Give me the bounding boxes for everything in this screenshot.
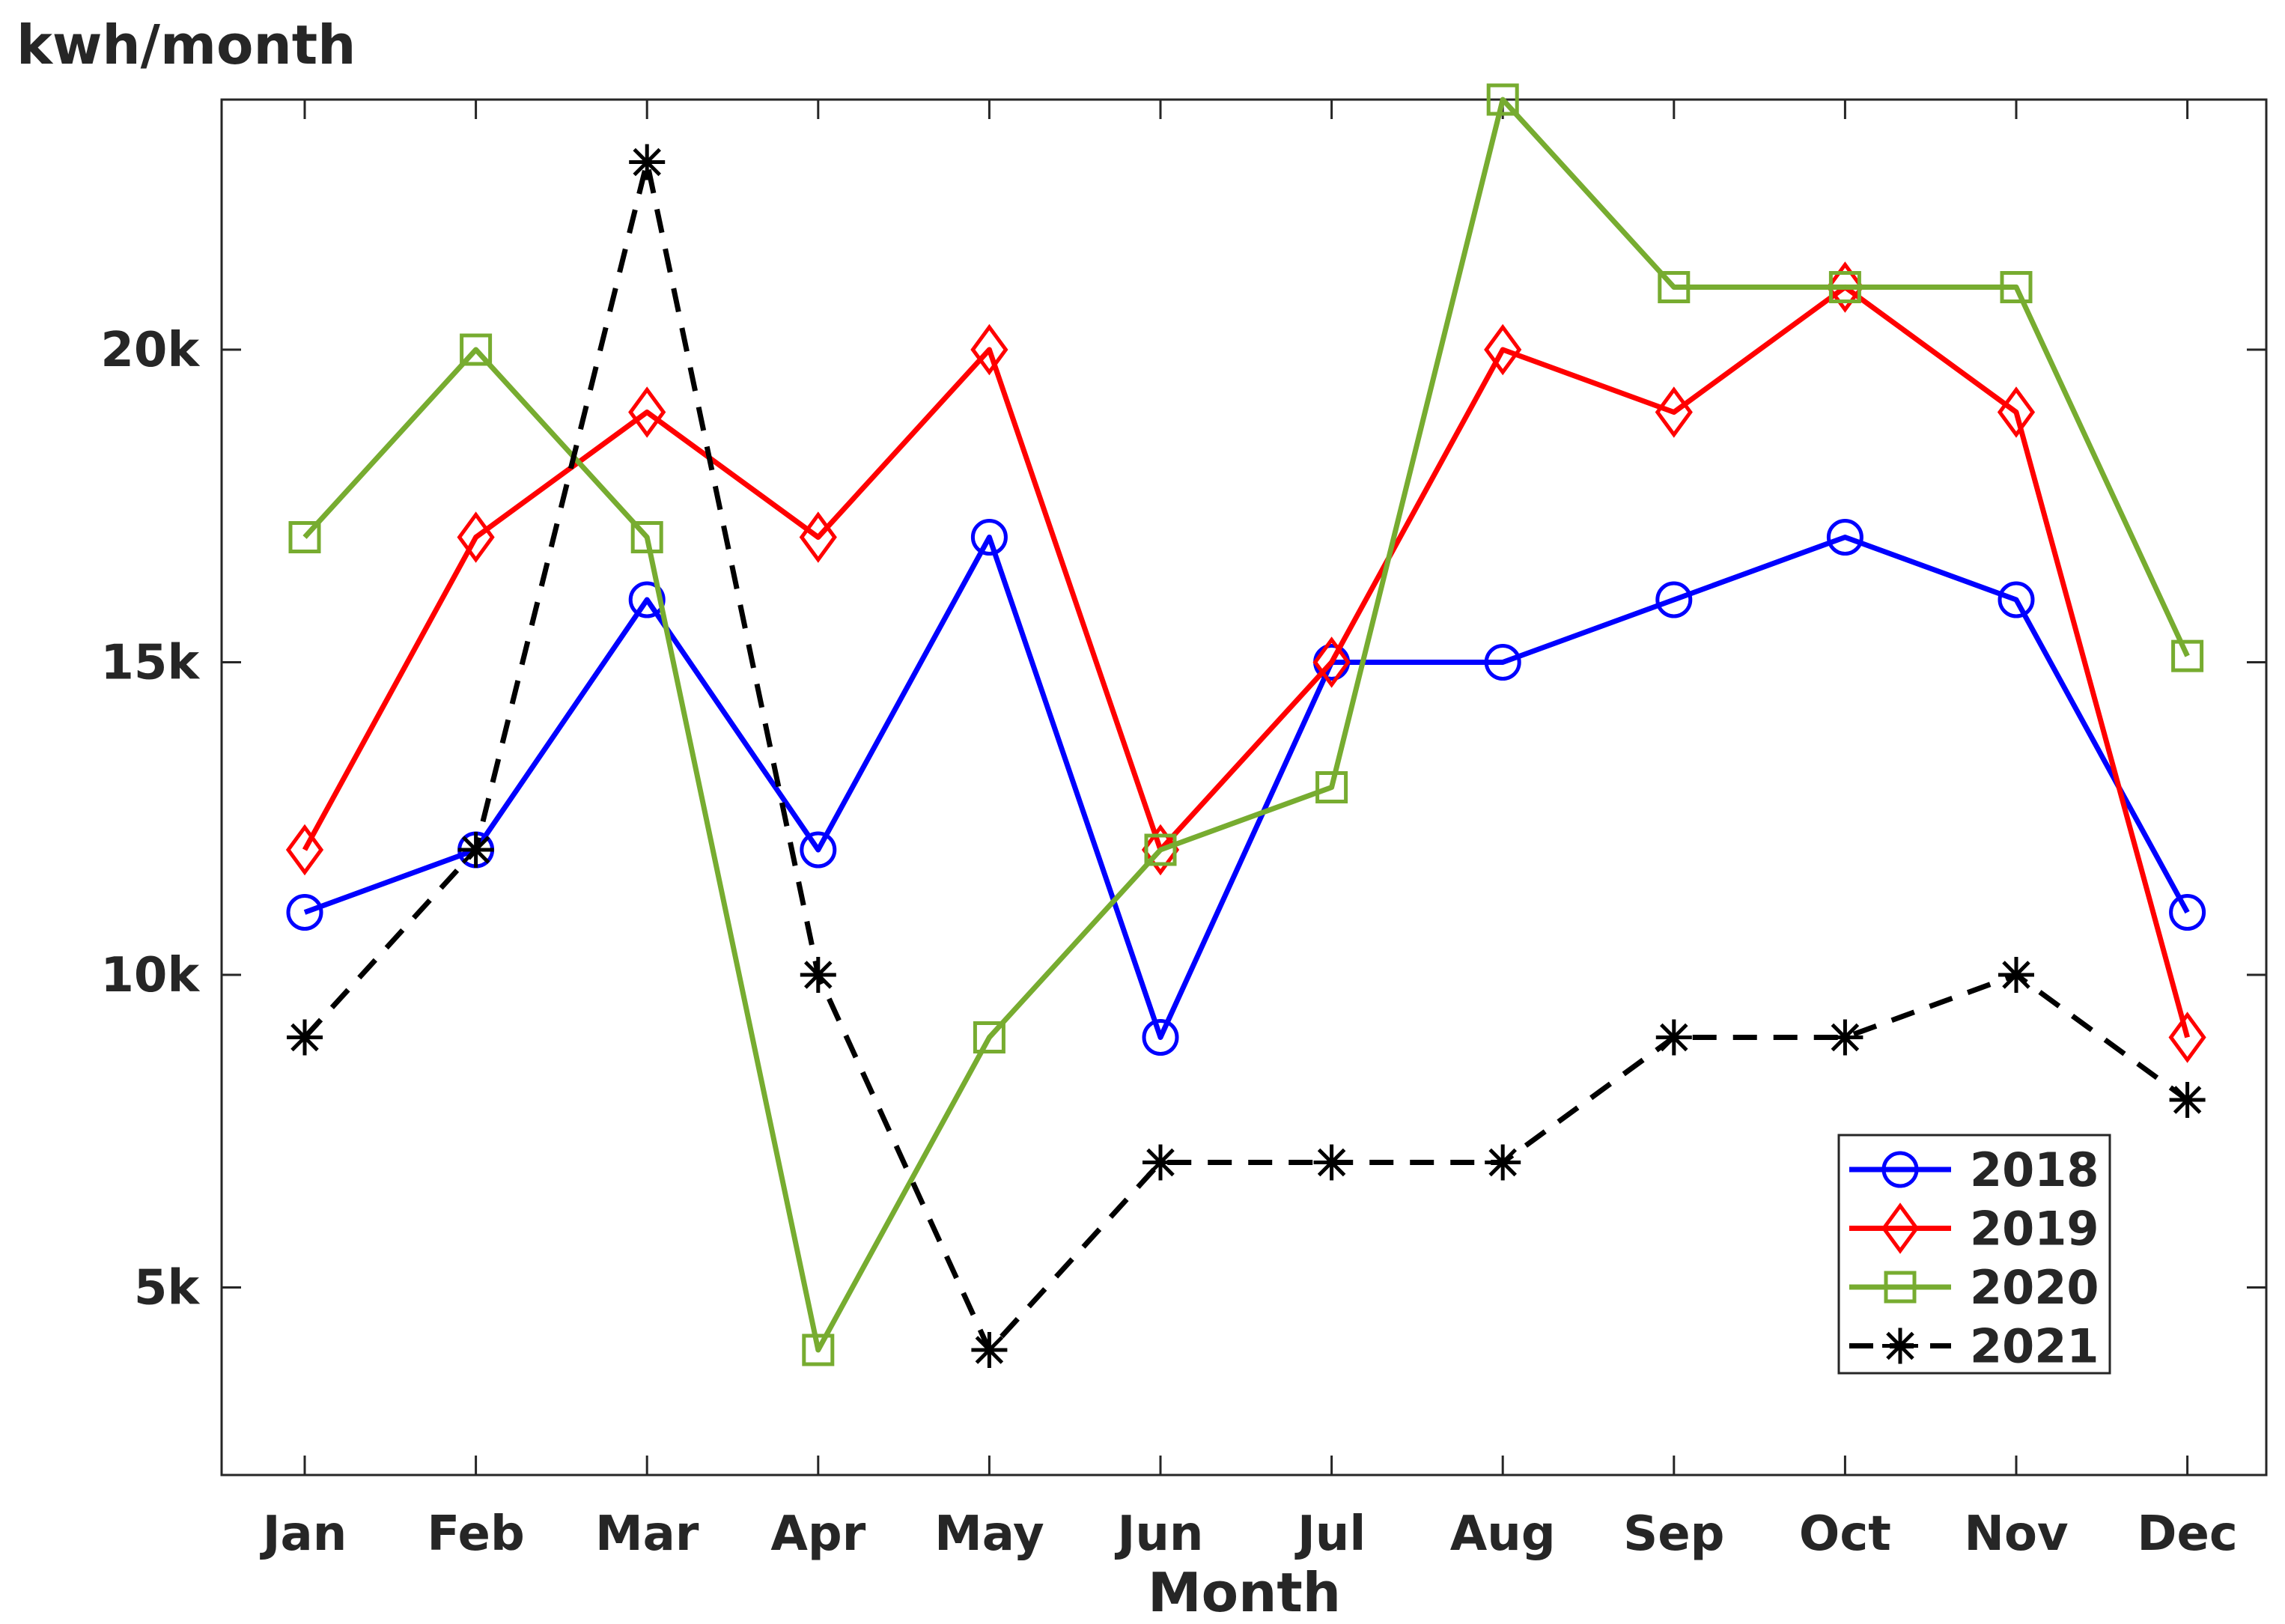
point-2019-nov [1997,386,2036,438]
x-tick-label-apr: Apr [770,1506,865,1562]
point-2019-dec [2168,1012,2206,1063]
point-2019-sep [1655,386,1693,438]
point-2020-sep [1658,271,1691,303]
point-2020-jul [1315,771,1348,803]
legend-marker-2021 [1882,1328,1918,1364]
point-2021-oct [1827,1019,1863,1056]
point-2018-mar [628,581,666,618]
point-2018-jun [1142,1019,1179,1056]
line-2020 [302,97,2190,1353]
x-tick-label-jun: Jun [1115,1506,1204,1562]
point-2019-jul [1312,636,1351,688]
legend-marker-2020 [1884,1271,1917,1304]
point-2021-jun [1142,1144,1178,1181]
point-2021-feb [457,832,494,868]
point-2021-aug [1485,1144,1521,1181]
x-tick-label-dec: Dec [2137,1506,2237,1562]
x-tick-label-oct: Oct [1799,1506,1891,1562]
axes: Jan Feb Mar Apr May Jun Jul Aug Sep Oct Nov Dec 5k 10… [100,98,2268,1562]
y-tick-label-5k: 5k [134,1261,201,1316]
point-2019-jan [285,824,324,876]
x-axis-title: Month [1148,1561,1341,1624]
x-tick-label-may: May [934,1506,1044,1562]
series-2019 [285,261,2206,1063]
legend-item-2019: 2019 [1849,1202,2099,1256]
point-2018-nov [1998,581,2035,618]
point-2020-jan [288,521,321,553]
legend-label-2018: 2018 [1970,1143,2099,1197]
y-tick-label-20k: 20k [100,323,200,378]
point-2019-may [970,323,1008,376]
point-2020-oct [1828,271,1861,303]
legend-item-2018: 2018 [1849,1143,2099,1197]
point-2018-sep [1655,581,1693,618]
legend-item-2020: 2020 [1849,1260,2099,1315]
plot-frame [220,98,2268,1476]
point-2018-may [970,519,1008,556]
point-2021-mar [629,144,666,180]
legend-label-2020: 2020 [1970,1260,2099,1315]
point-2021-dec [2169,1082,2206,1118]
y-tick-label-15k: 15k [100,636,200,691]
series-2021 [287,144,2206,1368]
point-2018-aug [1484,644,1521,681]
point-2019-oct [1826,261,1864,313]
point-2020-may [973,1021,1005,1053]
legend-marker-2018 [1881,1151,1919,1188]
point-2020-mar [630,521,663,553]
legend-label-2021: 2021 [1970,1319,2099,1374]
point-2019-feb [457,511,495,563]
line-2019 [302,285,2190,1038]
point-2019-apr [799,511,837,563]
x-tick-label-aug: Aug [1450,1506,1556,1562]
point-2021-jan [287,1019,323,1056]
point-2021-may [971,1332,1008,1368]
x-tick-label-nov: Nov [1964,1506,2068,1562]
point-2018-apr [800,831,837,869]
point-2021-sep [1655,1019,1692,1056]
series-2020 [288,83,2204,1366]
x-tick-label-feb: Feb [427,1506,524,1562]
point-2020-nov [2000,271,2033,303]
line-2021 [302,159,2189,1353]
x-tick-label-jul: Jul [1294,1506,1366,1562]
point-2020-aug [1486,83,1519,116]
point-2020-dec [2171,639,2204,672]
point-2019-aug [1484,323,1522,376]
point-2020-apr [802,1333,835,1366]
point-2021-jul [1313,1144,1350,1181]
x-tick-label-sep: Sep [1623,1506,1724,1562]
plot-series [285,83,2206,1368]
y-tick-label-10k: 10k [100,948,200,1003]
point-2021-nov [1998,957,2034,993]
point-2018-dec [2169,894,2206,931]
point-2021-apr [800,957,836,993]
legend-marker-2019 [1881,1202,1920,1254]
point-2019-mar [628,386,666,438]
series-2018 [286,519,2206,1056]
point-2018-jan [286,894,323,931]
x-tick-label-mar: Mar [595,1506,699,1562]
point-2019-jun [1141,824,1180,876]
line-2018 [303,535,2190,1040]
legend-item-2021: 2021 [1849,1319,2099,1374]
x-tick-label-jan: Jan [260,1506,347,1562]
point-2018-oct [1826,519,1863,556]
legend-label-2019: 2019 [1970,1202,2099,1256]
point-2020-jun [1144,833,1177,866]
point-2020-feb [460,333,493,366]
y-axis-title: kwh/month [16,13,356,76]
